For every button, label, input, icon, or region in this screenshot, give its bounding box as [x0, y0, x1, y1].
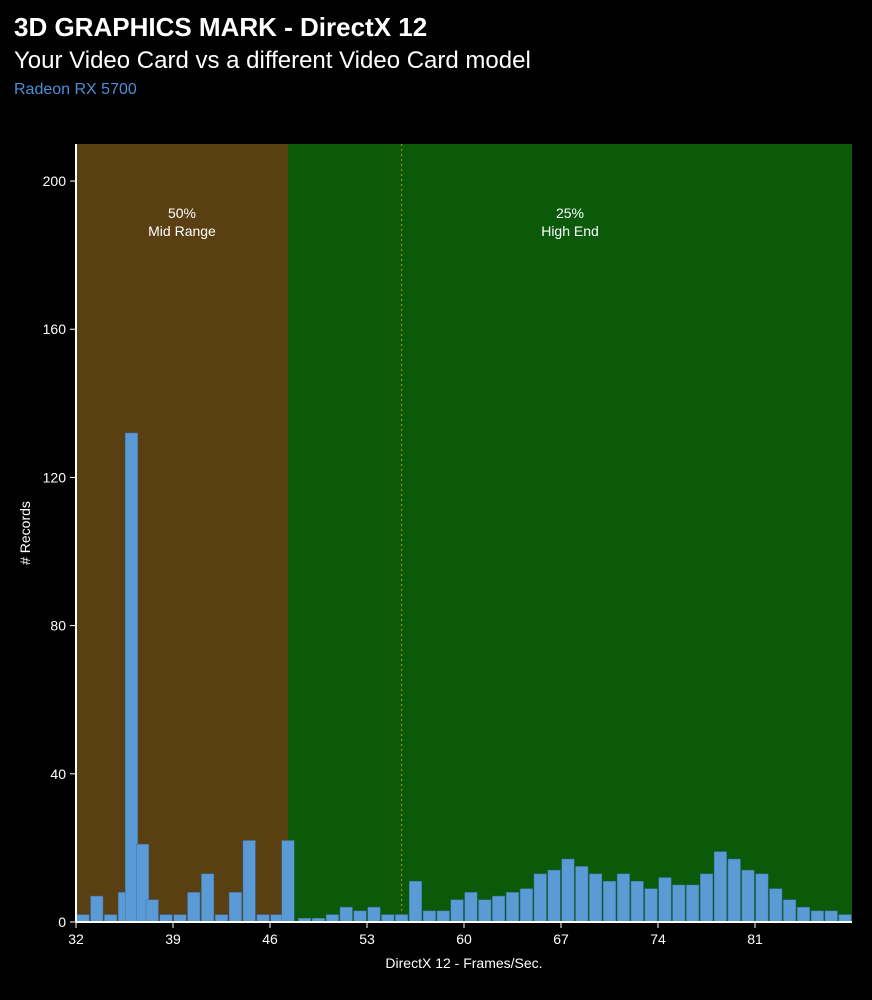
x-tick-label: 39	[165, 931, 181, 947]
legend-series-link[interactable]: Radeon RX 5700	[14, 81, 137, 99]
x-tick-label: 67	[553, 931, 569, 947]
y-tick-label: 200	[43, 173, 67, 189]
histogram-bar	[437, 911, 449, 922]
x-tick-label: 74	[650, 931, 666, 947]
histogram-bar	[395, 915, 407, 922]
histogram-bar	[797, 907, 809, 922]
page-root: 3D GRAPHICS MARK - DirectX 12 Your Video…	[0, 0, 872, 1000]
histogram-bar	[188, 892, 200, 922]
y-tick-label: 0	[58, 914, 66, 930]
x-tick-label: 53	[359, 931, 375, 947]
histogram-bar	[811, 911, 823, 922]
histogram-bar	[257, 915, 269, 922]
histogram-bar	[673, 885, 685, 922]
histogram-bar	[534, 874, 546, 922]
x-tick-label: 60	[456, 931, 472, 947]
zone-1	[288, 144, 852, 922]
histogram-bar	[340, 907, 352, 922]
histogram-bar	[645, 889, 657, 922]
histogram-bar	[271, 915, 283, 922]
histogram-bar	[506, 892, 518, 922]
histogram-bar	[839, 915, 851, 922]
histogram-bar	[589, 874, 601, 922]
zone-0	[76, 144, 288, 922]
histogram-bar	[770, 889, 782, 922]
histogram-bar	[756, 874, 768, 922]
histogram-bar	[576, 866, 588, 922]
histogram-bar	[465, 892, 477, 922]
histogram-bar	[451, 900, 463, 922]
histogram-bar	[282, 840, 294, 922]
histogram-bar	[825, 911, 837, 922]
chart-title: 3D GRAPHICS MARK - DirectX 12	[14, 12, 858, 43]
x-tick-label: 32	[68, 931, 84, 947]
histogram-bar	[686, 885, 698, 922]
histogram-bar	[617, 874, 629, 922]
histogram-bar	[243, 840, 255, 922]
histogram-bar	[700, 874, 712, 922]
histogram-chart: 0 40 80 120 160 200 32 39 46 53 60 67 74 81 DirectX 12…	[14, 140, 858, 980]
histogram-bar	[423, 911, 435, 922]
histogram-bar	[548, 870, 560, 922]
histogram-bar	[326, 915, 338, 922]
chart-subtitle: Your Video Card vs a different Video Car…	[14, 47, 858, 75]
y-axis-label: # Records	[17, 501, 33, 565]
histogram-bar	[91, 896, 103, 922]
y-tick-label: 160	[43, 321, 67, 337]
histogram-bar	[382, 915, 394, 922]
histogram-bar	[229, 892, 241, 922]
histogram-bar	[659, 878, 671, 922]
histogram-bar	[783, 900, 795, 922]
zone-label-name: Mid Range	[148, 223, 216, 239]
histogram-bar	[174, 915, 186, 922]
y-tick-label: 80	[50, 618, 66, 634]
histogram-bar	[125, 433, 137, 922]
histogram-bar	[368, 907, 380, 922]
histogram-bar	[146, 900, 158, 922]
x-tick-label: 46	[262, 931, 278, 947]
chart-container: 0 40 80 120 160 200 32 39 46 53 60 67 74 81 DirectX 12…	[14, 140, 858, 980]
histogram-bar	[714, 852, 726, 922]
x-tick-label: 81	[747, 931, 763, 947]
histogram-bar	[77, 915, 89, 922]
histogram-bar	[479, 900, 491, 922]
histogram-bar	[160, 915, 172, 922]
zone-label-name: High End	[541, 223, 599, 239]
x-axis-label: DirectX 12 - Frames/Sec.	[385, 955, 542, 971]
histogram-bar	[104, 915, 116, 922]
histogram-bar	[520, 889, 532, 922]
histogram-bar	[631, 881, 643, 922]
histogram-bar	[562, 859, 574, 922]
histogram-bar	[409, 881, 421, 922]
y-tick-label: 40	[50, 766, 66, 782]
histogram-bar	[492, 896, 504, 922]
histogram-bar	[215, 915, 227, 922]
histogram-bar	[603, 881, 615, 922]
histogram-bar	[742, 870, 754, 922]
zone-label-pct: 50%	[168, 205, 196, 221]
histogram-bar	[728, 859, 740, 922]
zone-label-pct: 25%	[556, 205, 584, 221]
histogram-bar	[201, 874, 213, 922]
histogram-bar	[354, 911, 366, 922]
y-tick-label: 120	[43, 469, 67, 485]
